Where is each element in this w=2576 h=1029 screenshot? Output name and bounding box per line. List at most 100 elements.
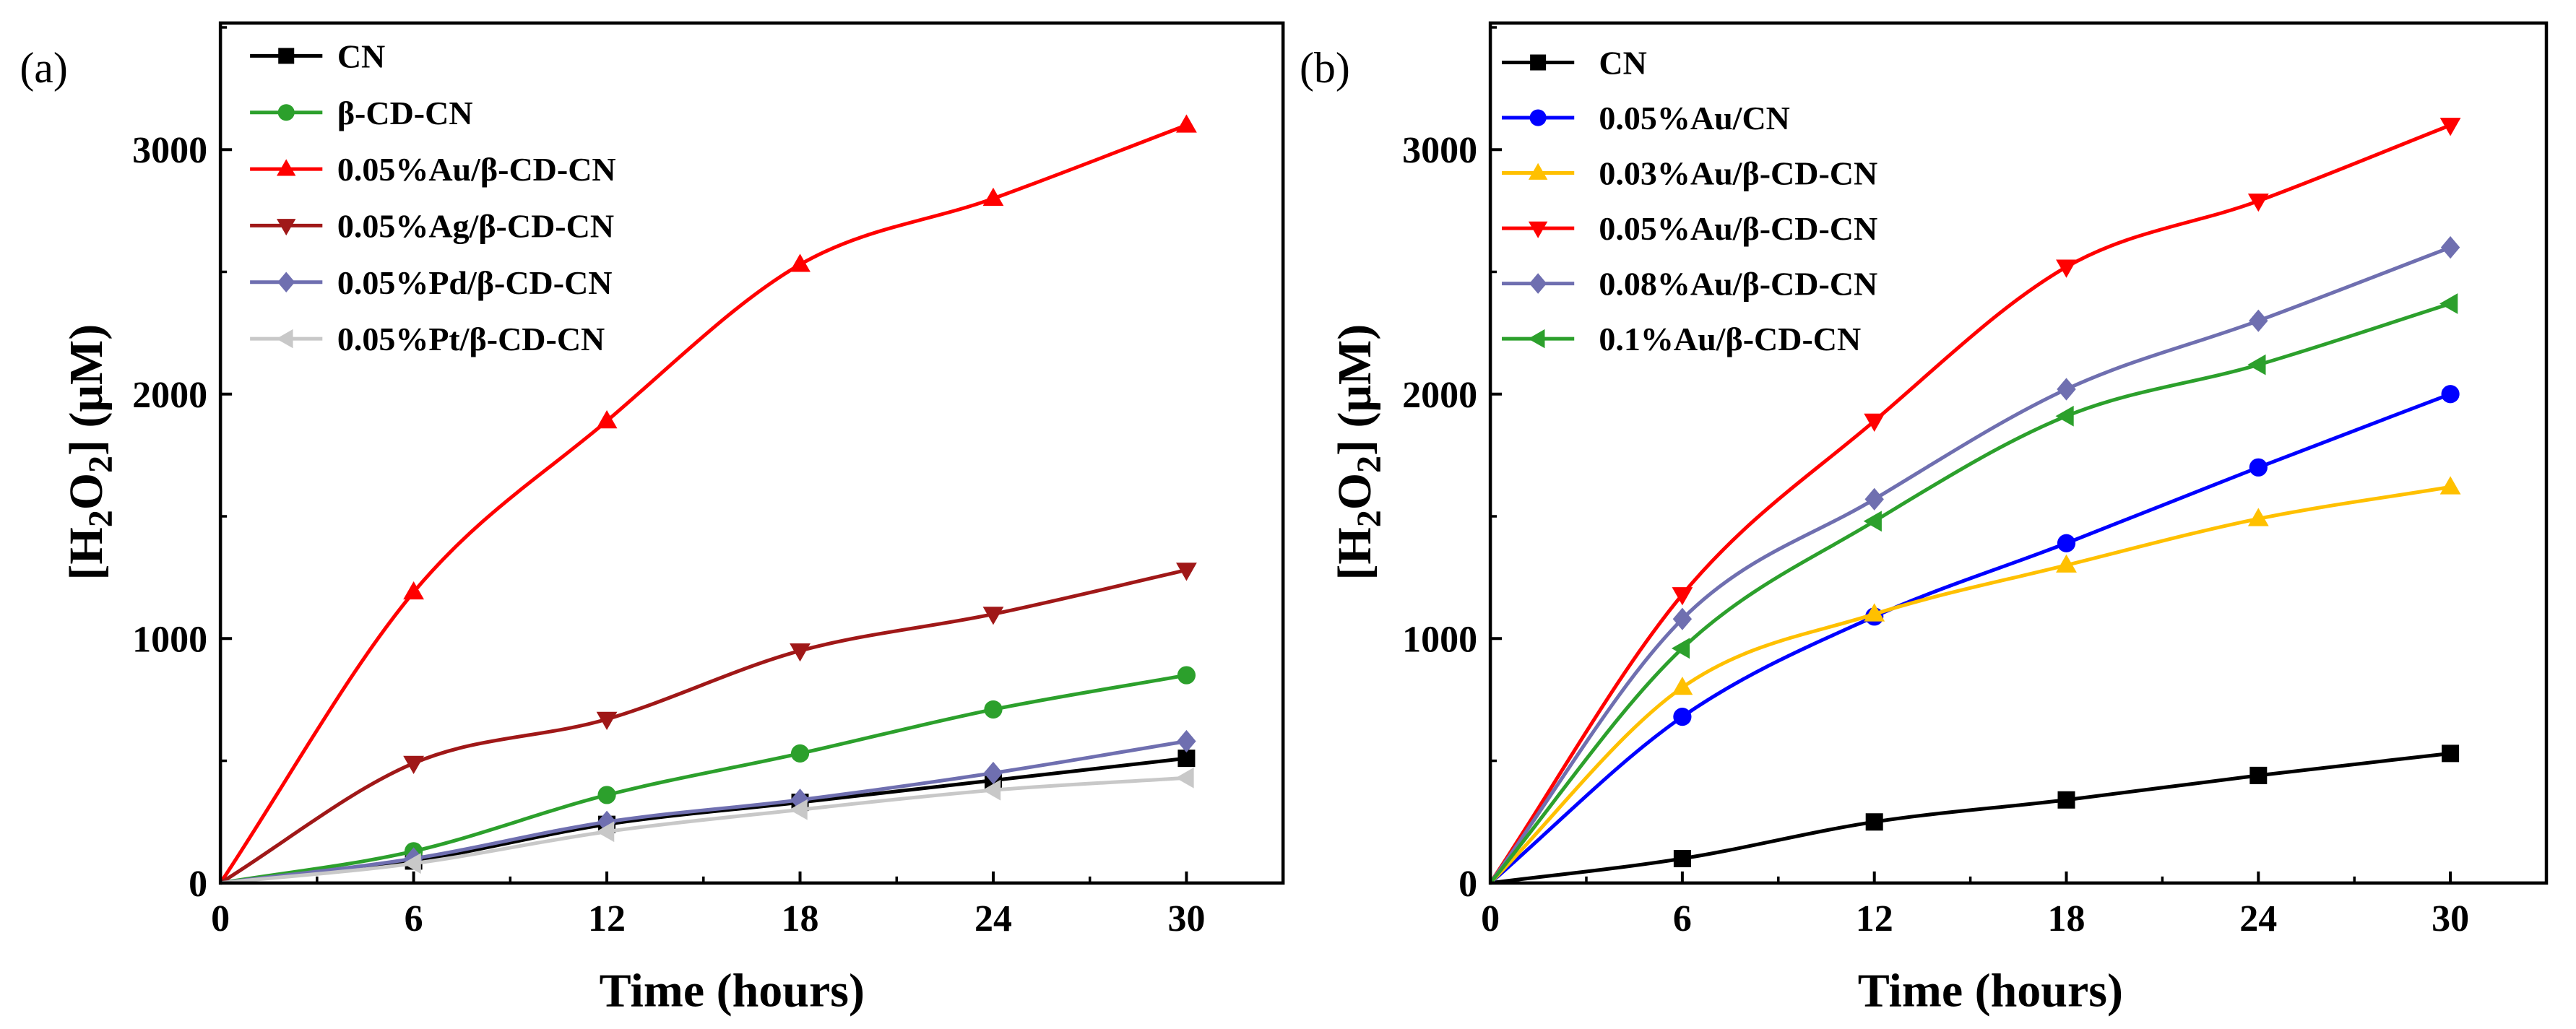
panel-b-legend-marker-2 bbox=[1528, 162, 1548, 180]
panel-a-series-2-line bbox=[219, 123, 1188, 885]
panel-a-legend-marker-4 bbox=[277, 272, 295, 293]
panel-b-series-2-point-4 bbox=[2247, 508, 2269, 526]
panel-a-series-3-point-4 bbox=[982, 607, 1004, 625]
panel-b-series-0-line bbox=[1490, 751, 2451, 885]
panel-b-series-3-point-4 bbox=[2247, 194, 2269, 212]
panel-a-series-5 bbox=[220, 767, 1194, 885]
panel-b-legend: CN 0.05%Au/CN 0.03%Au/β-CD-CN 0.05%Au/β-CD-… bbox=[1502, 45, 1877, 357]
panel-a-series-2-point-1 bbox=[403, 581, 424, 600]
panel-b-series-2 bbox=[1489, 476, 2461, 885]
panel-a-series-1-line bbox=[220, 673, 1187, 885]
panel-a-legend: CN β-CD-CN 0.05%Au/β-CD-CN 0.05%Ag/β-CD-CN 0… bbox=[250, 38, 616, 357]
panel-a-legend-marker-3 bbox=[277, 219, 296, 236]
panel-a-series-4-point-4 bbox=[983, 761, 1003, 785]
panel-b-legend-label-4: 0.08%Au/β-CD-CN bbox=[1599, 266, 1877, 303]
panel-a-legend-label-0: CN bbox=[337, 38, 385, 74]
panel-b-xtick-label-5: 30 bbox=[2432, 898, 2469, 939]
panel-b-legend-marker-5 bbox=[1528, 329, 1545, 349]
panel-b-x-axis-title: Time (hours) bbox=[1858, 965, 2123, 1017]
panel-b-series-3 bbox=[1489, 118, 2461, 885]
panel-b-series-2-point-1 bbox=[1672, 676, 1693, 695]
panel-a-legend-item-2: 0.05%Au/β-CD-CN bbox=[250, 151, 616, 188]
panel-b-series-5-point-1 bbox=[1671, 638, 1690, 659]
panel-b-ytick-label-3: 3000 bbox=[1402, 130, 1477, 171]
panel-a-y-axis-title: [H2O2] (μM) bbox=[60, 324, 120, 581]
panel-b-series-0-point-5 bbox=[2442, 744, 2460, 763]
panel-a-series-0 bbox=[220, 750, 1196, 885]
panel-a-series-0-line bbox=[220, 756, 1187, 885]
panel-a-series-2-point-5 bbox=[1176, 114, 1197, 133]
panel-b-legend-marker-1 bbox=[1529, 109, 1547, 126]
panel-a-xtick-label-1: 6 bbox=[405, 898, 423, 939]
panel-b-xtick-label-1: 6 bbox=[1673, 898, 1692, 939]
panel-a-legend-item-5: 0.05%Pt/β-CD-CN bbox=[250, 321, 605, 357]
panel-a-legend-label-3: 0.05%Ag/β-CD-CN bbox=[337, 207, 614, 244]
panel-a-legend-label-1: β-CD-CN bbox=[337, 95, 473, 131]
panel-b-legend-item-5: 0.1%Au/β-CD-CN bbox=[1502, 321, 1861, 357]
panel-b-series-4 bbox=[1489, 236, 2460, 885]
panel-a-series-5-line bbox=[220, 776, 1187, 885]
panel-b-series-5-point-2 bbox=[1863, 511, 1882, 532]
panel-b-legend-label-2: 0.03%Au/β-CD-CN bbox=[1599, 155, 1877, 192]
panel-b-series-3-point-2 bbox=[1864, 413, 1885, 432]
panel-b-legend-marker-4 bbox=[1529, 273, 1547, 294]
panel-b-series-1-line bbox=[1489, 392, 2452, 885]
panel-a-series-3-point-3 bbox=[790, 643, 811, 662]
panel-a-series-4-point-3 bbox=[790, 789, 810, 812]
panel-b-legend-label-5: 0.1%Au/β-CD-CN bbox=[1599, 321, 1861, 357]
panel-a-legend-marker-0 bbox=[278, 48, 295, 64]
panel-b-legend-label-1: 0.05%Au/CN bbox=[1599, 100, 1790, 136]
panel-b-y-axis-title-part-2: O bbox=[1328, 473, 1381, 510]
panel-a-legend-item-0: CN bbox=[250, 38, 385, 74]
panel-a-series-0-point-5 bbox=[1177, 750, 1196, 768]
panel-a-series-3-line bbox=[219, 568, 1187, 885]
panel-b-series-4-point-2 bbox=[1864, 487, 1884, 511]
panel-a-series-5-point-4 bbox=[982, 779, 1001, 801]
panel-a-legend-label-2: 0.05%Au/β-CD-CN bbox=[337, 151, 616, 188]
panel-a-series-1-point-2 bbox=[597, 786, 616, 804]
panel-a-xtick-label-3: 18 bbox=[782, 898, 819, 939]
panel-b-series-0-point-3 bbox=[2057, 791, 2075, 809]
panel-a-legend-marker-5 bbox=[276, 329, 293, 349]
panel-b-legend-marker-3 bbox=[1528, 221, 1548, 238]
panel-b-series-4-point-5 bbox=[2440, 236, 2460, 259]
panel-b-ytick-label-0: 0 bbox=[1458, 864, 1477, 905]
panel-b-series-4-point-1 bbox=[1672, 607, 1693, 630]
panel-b-y-axis-title: [H2O2] (μM) bbox=[1328, 324, 1388, 581]
panel-b-series-0-point-4 bbox=[2249, 766, 2268, 784]
panel-b-series-5-point-5 bbox=[2439, 293, 2458, 314]
panel-b-ytick-label-1: 1000 bbox=[1402, 619, 1477, 660]
panel-a-series-5-point-1 bbox=[402, 853, 421, 874]
panel-a-ytick-label-3: 3000 bbox=[132, 130, 207, 171]
panel-b-series-2-point-3 bbox=[2056, 554, 2077, 573]
panel-b-series-3-point-1 bbox=[1672, 587, 1693, 606]
panel-b-series-2-point-5 bbox=[2439, 476, 2461, 495]
panel-a-xtick-label-5: 30 bbox=[1167, 898, 1205, 939]
panel-b-series-2-line bbox=[1489, 485, 2451, 885]
panel-b-series-5-point-3 bbox=[2055, 405, 2074, 427]
panel-a-y-axis-title-part-0: [H bbox=[60, 527, 113, 580]
panel-b-xtick-label-3: 18 bbox=[2048, 898, 2086, 939]
panel-b-series-0-point-1 bbox=[1673, 849, 1691, 867]
panel-a-series-3 bbox=[219, 563, 1197, 885]
panel-a-series-2-point-3 bbox=[790, 253, 811, 272]
panel-a-xtick-label-0: 0 bbox=[211, 898, 230, 939]
panel-b-series-4-point-4 bbox=[2249, 309, 2268, 332]
panel-a-series-5-point-5 bbox=[1175, 767, 1194, 789]
panel-b-plot-frame bbox=[1488, 21, 2549, 885]
panel-b-series-5 bbox=[1489, 293, 2458, 885]
panel-a-series-2-point-4 bbox=[982, 187, 1004, 207]
panel-a-series-3-point-2 bbox=[596, 711, 618, 731]
panel-a-series-4-line bbox=[220, 739, 1187, 885]
panel-b-legend-item-0: CN bbox=[1502, 45, 1647, 82]
panel-b-xtick-label-4: 24 bbox=[2239, 898, 2277, 939]
panel-b-ytick-label-2: 2000 bbox=[1402, 375, 1477, 416]
panel-a-legend-label-4: 0.05%Pd/β-CD-CN bbox=[337, 264, 613, 301]
panel-b-series-2-point-2 bbox=[1864, 603, 1885, 622]
panel-a-series-3-point-1 bbox=[403, 755, 424, 774]
panel-a-y-axis-title-part-4: ] (μM) bbox=[60, 324, 113, 456]
panel-a-series-5-point-3 bbox=[789, 799, 808, 820]
panel-a-xtick-label-2: 12 bbox=[588, 898, 626, 939]
